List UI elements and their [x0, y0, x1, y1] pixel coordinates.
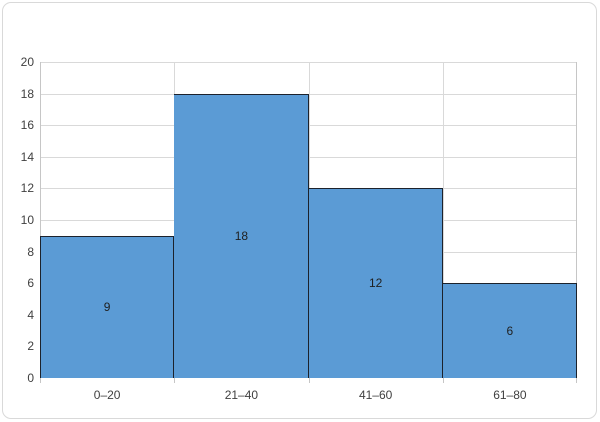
histogram-bar[interactable]: [442, 283, 577, 378]
histogram-bar[interactable]: [174, 93, 309, 378]
y-axis-line: [40, 62, 41, 378]
histogram-bar[interactable]: [308, 188, 443, 378]
y-axis-tick-label: 2: [27, 339, 34, 354]
gridline-horizontal: [40, 93, 577, 95]
x-axis-category-label: 21–40: [224, 388, 259, 402]
x-axis-category-label: 61–80: [493, 388, 527, 402]
y-axis-tick-label: 18: [20, 86, 34, 101]
x-axis-tick-mark: [443, 378, 444, 383]
y-axis-tick-label: 16: [20, 118, 34, 133]
x-axis-category-label: 0–20: [93, 388, 121, 402]
y-axis-tick-label: 14: [20, 149, 34, 164]
gridline-vertical: [443, 62, 444, 378]
y-axis-tick-label: 8: [27, 244, 34, 259]
x-axis-tick-mark: [576, 378, 577, 383]
gridline-horizontal: [40, 125, 577, 127]
x-axis-tick-mark: [174, 378, 175, 383]
y-axis-tick-label: 10: [20, 213, 34, 227]
gridline-horizontal: [40, 156, 577, 158]
y-axis-tick-label: 20: [20, 55, 34, 69]
x-axis-category-label: 41–60: [358, 388, 393, 402]
y-axis-tick-label: 0: [27, 371, 34, 385]
y-axis-tick-label: 12: [20, 181, 34, 196]
gridline-horizontal: [40, 62, 577, 63]
x-axis-tick-mark: [309, 378, 310, 383]
histogram-bar[interactable]: [40, 235, 175, 378]
plot-right-edge: [576, 62, 577, 378]
plot-area: 9 18 12 6: [40, 62, 577, 378]
y-axis-tick-label: 4: [27, 307, 34, 322]
y-axis-tick-label: 6: [27, 276, 34, 291]
x-axis-tick-mark: [40, 378, 41, 383]
